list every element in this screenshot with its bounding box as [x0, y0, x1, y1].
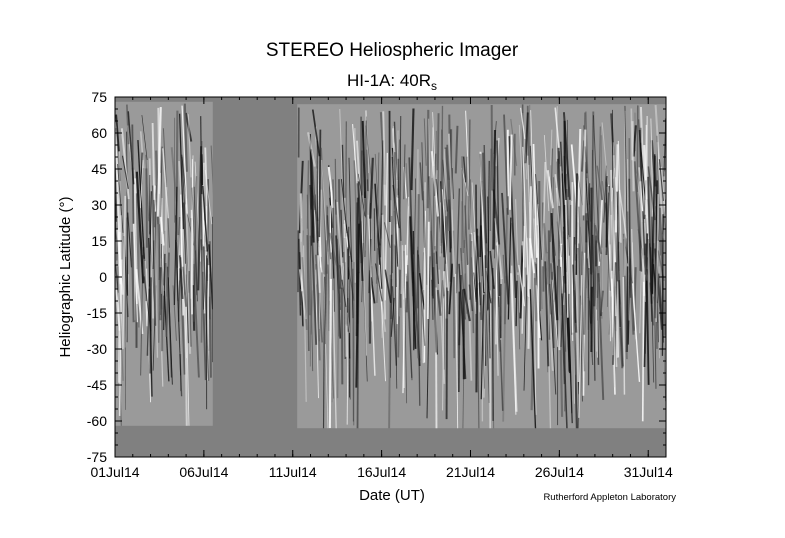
x-tick-label: 31Jul14 — [624, 464, 673, 480]
y-tick-label: 30 — [91, 197, 107, 213]
chart-title: STEREO Heliospheric Imager — [266, 40, 519, 61]
y-axis: 75 60 45 30 15 0 -15 -30 -45 -60 -75 — [87, 89, 666, 465]
chart-subtitle: HI-1A: 40Rs — [347, 71, 437, 93]
y-tick-label: -45 — [87, 377, 107, 393]
y-tick-label: 0 — [99, 269, 107, 285]
y-tick-label: 45 — [91, 161, 107, 177]
x-tick-label: 06Jul14 — [179, 464, 228, 480]
plot-area — [114, 96, 667, 458]
chart-subtitle-subscript: s — [431, 79, 437, 93]
y-tick-label: 60 — [91, 125, 107, 141]
y-tick-label: -60 — [87, 413, 107, 429]
x-tick-label: 11Jul14 — [269, 464, 317, 480]
x-axis: 01Jul14 06Jul14 11Jul14 16Jul14 21Jul14 26Jul… — [90, 97, 673, 480]
y-tick-label: -15 — [87, 305, 107, 321]
x-tick-label: 26Jul14 — [535, 464, 584, 480]
y-tick-label: -30 — [87, 341, 107, 357]
data-segments — [115, 101, 666, 429]
y-axis-label: Heliographic Latitude (°) — [57, 196, 74, 357]
credit-text: Rutherford Appleton Laboratory — [543, 492, 676, 503]
x-tick-label: 21Jul14 — [446, 464, 495, 480]
y-tick-label: 15 — [91, 233, 107, 249]
data-segment-1 — [115, 101, 213, 426]
x-tick-label: 16Jul14 — [357, 464, 406, 480]
y-tick-label: -75 — [87, 449, 107, 465]
x-tick-label: 01Jul14 — [90, 464, 139, 480]
chart-subtitle-main: HI-1A: 40R — [347, 71, 431, 90]
y-tick-label: 75 — [91, 89, 107, 105]
x-axis-label: Date (UT) — [359, 487, 425, 504]
data-segment-2 — [297, 104, 666, 429]
